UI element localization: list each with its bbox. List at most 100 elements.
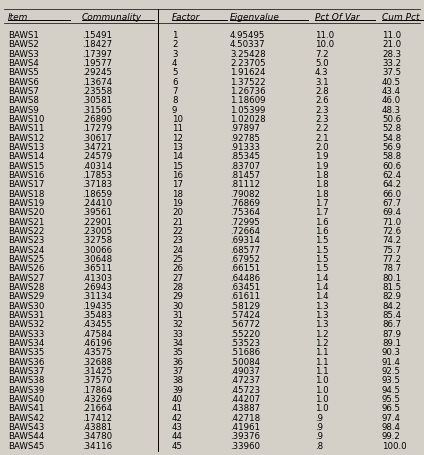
Text: .97897: .97897 xyxy=(230,124,260,133)
Text: 1.9: 1.9 xyxy=(315,152,329,162)
Text: 4.50337: 4.50337 xyxy=(230,40,265,49)
Text: BAWS26: BAWS26 xyxy=(8,264,45,273)
Text: .46196: .46196 xyxy=(82,339,112,348)
Text: 2.8: 2.8 xyxy=(315,87,329,96)
Text: 28: 28 xyxy=(172,283,183,292)
Text: 86.7: 86.7 xyxy=(382,320,401,329)
Text: 1.3: 1.3 xyxy=(315,320,329,329)
Text: 95.5: 95.5 xyxy=(382,395,401,404)
Text: 3.25428: 3.25428 xyxy=(230,50,265,59)
Text: .34116: .34116 xyxy=(82,442,112,450)
Text: Communality: Communality xyxy=(82,13,142,22)
Text: 36: 36 xyxy=(172,358,183,367)
Text: .79082: .79082 xyxy=(230,190,260,199)
Text: 40.5: 40.5 xyxy=(382,78,401,86)
Text: 2.3: 2.3 xyxy=(315,115,329,124)
Text: Item: Item xyxy=(8,13,28,22)
Text: 28.3: 28.3 xyxy=(382,50,401,59)
Text: 21.0: 21.0 xyxy=(382,40,401,49)
Text: 1.5: 1.5 xyxy=(315,236,329,245)
Text: BAWS36: BAWS36 xyxy=(8,358,45,367)
Text: 64.2: 64.2 xyxy=(382,180,401,189)
Text: 1.8: 1.8 xyxy=(315,180,329,189)
Text: 98.4: 98.4 xyxy=(382,423,401,432)
Text: BAWS2: BAWS2 xyxy=(8,40,39,49)
Text: .43575: .43575 xyxy=(82,349,112,357)
Text: BAWS18: BAWS18 xyxy=(8,190,45,199)
Text: 37: 37 xyxy=(172,367,183,376)
Text: .37183: .37183 xyxy=(82,180,112,189)
Text: 3: 3 xyxy=(172,50,178,59)
Text: BAWS43: BAWS43 xyxy=(8,423,45,432)
Text: .83707: .83707 xyxy=(230,162,260,171)
Text: BAWS25: BAWS25 xyxy=(8,255,45,264)
Text: 1.1: 1.1 xyxy=(315,349,329,357)
Text: BAWS29: BAWS29 xyxy=(8,292,44,301)
Text: 27: 27 xyxy=(172,273,183,283)
Text: .22901: .22901 xyxy=(82,217,112,227)
Text: .39376: .39376 xyxy=(230,432,260,441)
Text: BAWS13: BAWS13 xyxy=(8,143,45,152)
Text: 1.9: 1.9 xyxy=(315,162,329,171)
Text: 11.0: 11.0 xyxy=(382,31,401,40)
Text: .17864: .17864 xyxy=(82,386,112,394)
Text: .53523: .53523 xyxy=(230,339,260,348)
Text: .43455: .43455 xyxy=(82,320,112,329)
Text: 11: 11 xyxy=(172,124,183,133)
Text: 1.3: 1.3 xyxy=(315,311,329,320)
Text: 1.7: 1.7 xyxy=(315,199,329,208)
Text: BAWS27: BAWS27 xyxy=(8,273,45,283)
Text: .18659: .18659 xyxy=(82,190,112,199)
Text: BAWS5: BAWS5 xyxy=(8,68,39,77)
Text: .61611: .61611 xyxy=(230,292,260,301)
Text: BAWS4: BAWS4 xyxy=(8,59,39,68)
Text: 1.4: 1.4 xyxy=(315,292,329,301)
Text: 33.2: 33.2 xyxy=(382,59,401,68)
Text: .45723: .45723 xyxy=(230,386,260,394)
Text: .31565: .31565 xyxy=(82,106,112,115)
Text: .40314: .40314 xyxy=(82,162,112,171)
Text: .23005: .23005 xyxy=(82,227,112,236)
Text: 48.3: 48.3 xyxy=(382,106,401,115)
Text: 42: 42 xyxy=(172,414,183,423)
Text: Factor: Factor xyxy=(172,13,201,22)
Text: 1.6: 1.6 xyxy=(315,217,329,227)
Text: 22: 22 xyxy=(172,227,183,236)
Text: 5.0: 5.0 xyxy=(315,59,329,68)
Text: 99.2: 99.2 xyxy=(382,432,401,441)
Text: 72.6: 72.6 xyxy=(382,227,401,236)
Text: 82.9: 82.9 xyxy=(382,292,401,301)
Text: 8: 8 xyxy=(172,96,178,106)
Text: 94.5: 94.5 xyxy=(382,386,401,394)
Text: BAWS34: BAWS34 xyxy=(8,339,45,348)
Text: 14: 14 xyxy=(172,152,183,162)
Text: .9: .9 xyxy=(315,432,323,441)
Text: 74.2: 74.2 xyxy=(382,236,401,245)
Text: 34: 34 xyxy=(172,339,183,348)
Text: 1.26736: 1.26736 xyxy=(230,87,265,96)
Text: 9: 9 xyxy=(172,106,177,115)
Text: .42718: .42718 xyxy=(230,414,260,423)
Text: BAWS35: BAWS35 xyxy=(8,349,45,357)
Text: Cum Pct: Cum Pct xyxy=(382,13,419,22)
Text: .58129: .58129 xyxy=(230,302,260,311)
Text: 16: 16 xyxy=(172,171,183,180)
Text: 4: 4 xyxy=(172,59,178,68)
Text: BAWS8: BAWS8 xyxy=(8,96,39,106)
Text: 1.4: 1.4 xyxy=(315,273,329,283)
Text: 100.0: 100.0 xyxy=(382,442,407,450)
Text: 2.6: 2.6 xyxy=(315,96,329,106)
Text: 1.0: 1.0 xyxy=(315,376,329,385)
Text: .51686: .51686 xyxy=(230,349,260,357)
Text: .17279: .17279 xyxy=(82,124,112,133)
Text: .72664: .72664 xyxy=(230,227,260,236)
Text: 77.2: 77.2 xyxy=(382,255,401,264)
Text: .68577: .68577 xyxy=(230,246,260,255)
Text: 87.9: 87.9 xyxy=(382,330,401,339)
Text: .35483: .35483 xyxy=(82,311,112,320)
Text: 93.5: 93.5 xyxy=(382,376,401,385)
Text: 50.6: 50.6 xyxy=(382,115,401,124)
Text: BAWS45: BAWS45 xyxy=(8,442,45,450)
Text: 54.8: 54.8 xyxy=(382,134,401,143)
Text: .17412: .17412 xyxy=(82,414,112,423)
